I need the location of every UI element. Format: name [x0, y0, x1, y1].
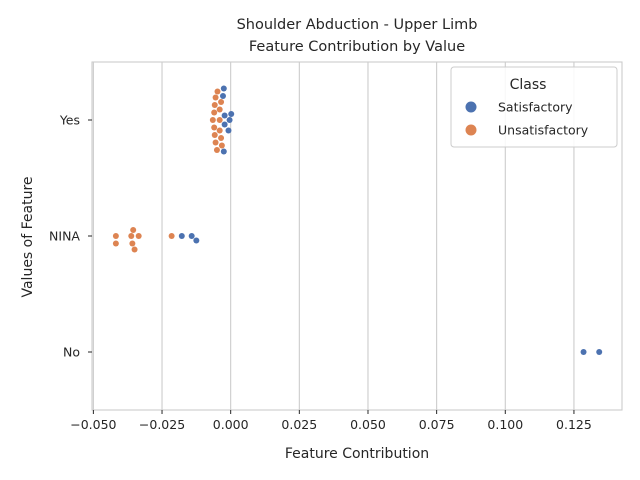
chart-title-line-1: Shoulder Abduction - Upper Limb: [237, 17, 478, 33]
legend-title: Class: [510, 77, 547, 93]
data-point-satisfactory: [219, 93, 226, 99]
data-point-satisfactory: [193, 237, 200, 244]
x-tick-label: −0.050: [70, 417, 116, 432]
x-axis-label: Feature Contribution: [285, 446, 429, 462]
x-tick-label: 0.100: [487, 417, 523, 432]
legend-marker-satisfactory: [465, 101, 477, 113]
data-point-unsatisfactory: [135, 233, 142, 239]
y-axis-ticks: Yes NINA No: [49, 113, 92, 360]
y-tick-label-no: No: [63, 345, 80, 360]
data-point-satisfactory: [178, 233, 185, 239]
data-point-unsatisfactory: [216, 106, 223, 113]
data-point-unsatisfactory: [211, 124, 218, 131]
data-point-unsatisfactory: [211, 132, 218, 138]
data-point-unsatisfactory: [216, 127, 223, 134]
data-point-unsatisfactory: [212, 139, 219, 146]
data-point-satisfactory: [226, 117, 233, 123]
data-point-unsatisfactory: [209, 117, 216, 123]
data-point-unsatisfactory: [216, 117, 223, 123]
data-point-unsatisfactory: [211, 109, 218, 116]
chart-title-line-2: Feature Contribution by Value: [249, 39, 465, 55]
x-tick-label: 0.050: [350, 417, 386, 432]
x-tick-label: 0.075: [419, 417, 455, 432]
data-points: [112, 85, 603, 355]
data-point-satisfactory: [220, 85, 227, 92]
data-point-unsatisfactory: [168, 233, 175, 239]
data-point-unsatisfactory: [130, 227, 137, 233]
data-point-satisfactory: [596, 349, 603, 355]
data-point-unsatisfactory: [131, 246, 138, 253]
data-point-unsatisfactory: [128, 233, 135, 239]
data-point-satisfactory: [580, 349, 587, 355]
x-tick-label: 0.125: [556, 417, 592, 432]
data-point-unsatisfactory: [213, 147, 220, 153]
data-point-satisfactory: [221, 112, 228, 119]
data-point-unsatisfactory: [218, 99, 225, 105]
x-tick-label: 0.000: [213, 417, 249, 432]
x-tick-label: −0.025: [139, 417, 185, 432]
legend-box: [450, 66, 618, 148]
data-point-unsatisfactory: [218, 135, 225, 141]
data-point-unsatisfactory: [211, 102, 218, 108]
data-point-unsatisfactory: [112, 233, 119, 239]
y-axis-label: Values of Feature: [20, 176, 36, 297]
x-tick-label: 0.025: [281, 417, 317, 432]
data-point-satisfactory: [221, 121, 228, 128]
legend-marker-unsatisfactory: [465, 124, 477, 136]
data-point-satisfactory: [225, 127, 232, 134]
data-point-satisfactory: [188, 233, 195, 239]
y-tick-label-nina: NINA: [49, 229, 80, 244]
legend: Class Satisfactory Unsatisfactory: [450, 66, 618, 148]
data-point-unsatisfactory: [112, 240, 119, 247]
data-point-unsatisfactory: [212, 94, 219, 101]
data-point-unsatisfactory: [129, 240, 136, 247]
chart-title: Shoulder Abduction - Upper Limb Feature …: [237, 17, 478, 55]
data-point-satisfactory: [228, 111, 235, 117]
legend-label-unsatisfactory: Unsatisfactory: [498, 123, 589, 138]
legend-label-satisfactory: Satisfactory: [498, 100, 573, 115]
data-point-satisfactory: [220, 148, 227, 155]
data-point-unsatisfactory: [218, 142, 225, 149]
x-axis-ticks: −0.050 −0.025 0.000 0.025 0.050 0.075 0.100 0.1…: [70, 410, 592, 432]
y-tick-label-yes: Yes: [59, 113, 80, 128]
data-point-unsatisfactory: [214, 88, 221, 95]
